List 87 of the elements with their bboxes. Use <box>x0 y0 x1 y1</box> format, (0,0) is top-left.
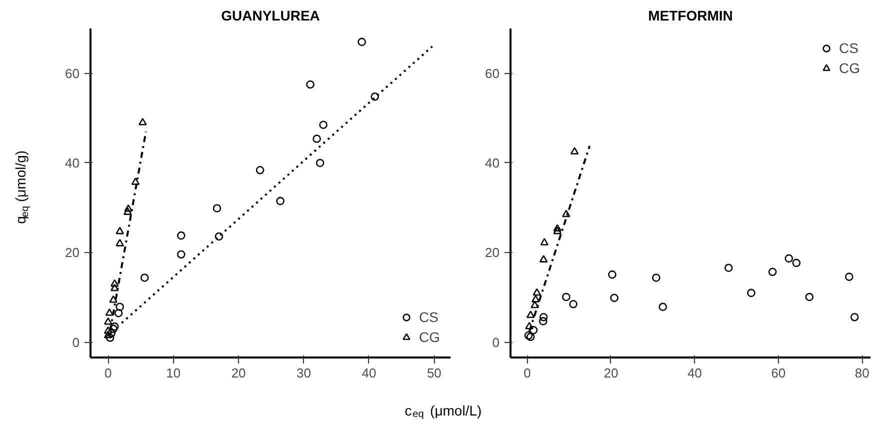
point <box>312 134 321 143</box>
point <box>212 204 222 212</box>
point <box>525 322 534 330</box>
x-tick-label: 50 <box>426 366 442 380</box>
point <box>526 332 535 342</box>
point <box>539 313 548 322</box>
point <box>104 330 112 338</box>
point <box>610 294 618 302</box>
point <box>177 250 186 259</box>
point <box>529 326 538 334</box>
point <box>114 308 123 318</box>
point <box>539 255 548 262</box>
x-tick-label: 10 <box>166 366 181 380</box>
chart-title: METFORMIN <box>648 8 733 24</box>
point <box>276 196 284 206</box>
point <box>562 292 570 302</box>
point <box>532 288 542 296</box>
point <box>109 295 118 303</box>
y-tick-label: 0 <box>492 334 500 350</box>
x-tick-label: 40 <box>362 366 376 380</box>
point <box>116 226 124 234</box>
point <box>110 322 119 331</box>
x-tick-label: 80 <box>854 366 870 380</box>
point <box>110 279 119 287</box>
point <box>140 274 149 282</box>
legend-label: CS <box>419 309 439 325</box>
x-tick-label: 20 <box>231 366 246 380</box>
point <box>177 231 186 240</box>
point <box>792 258 801 268</box>
y-tick-label: 40 <box>485 155 500 170</box>
x-tick-label: 60 <box>771 366 786 380</box>
point <box>652 274 660 282</box>
y-tick-label: 0 <box>72 334 80 350</box>
point <box>358 38 366 46</box>
point <box>553 224 562 232</box>
point <box>124 204 132 212</box>
point <box>109 324 118 333</box>
point <box>116 238 124 246</box>
point <box>608 270 616 279</box>
point <box>805 292 814 302</box>
point <box>106 334 114 342</box>
chart-title: GUANYLUREA <box>221 8 320 24</box>
point <box>569 300 578 308</box>
legend-label: CG <box>839 60 860 76</box>
point <box>110 284 119 292</box>
x-tick-label: 0 <box>104 366 112 380</box>
point <box>850 313 859 322</box>
point <box>138 118 147 126</box>
y-axis-title: qeq (μmol/g) <box>12 150 31 224</box>
point <box>531 294 540 302</box>
y-tick-label: 60 <box>65 66 80 81</box>
point <box>105 308 114 316</box>
point <box>214 232 224 241</box>
point <box>306 80 314 89</box>
point <box>570 147 579 154</box>
point <box>104 317 112 325</box>
point <box>124 208 132 215</box>
point <box>768 268 777 276</box>
point <box>316 158 324 168</box>
point <box>724 264 733 272</box>
point <box>104 326 112 334</box>
x-tick-label: 0 <box>524 366 531 380</box>
y-tick-label: 20 <box>65 245 80 260</box>
point <box>562 210 570 218</box>
x-tick-label: 40 <box>687 366 702 380</box>
point <box>658 302 668 311</box>
y-tick-label: 40 <box>65 155 80 170</box>
point <box>116 302 124 311</box>
point <box>784 254 794 263</box>
point <box>107 329 116 338</box>
point <box>370 92 379 101</box>
x-tick-label: 30 <box>296 366 311 380</box>
point <box>256 166 264 174</box>
point <box>131 178 140 185</box>
point <box>524 331 533 340</box>
point <box>539 317 548 326</box>
legend-label: CS <box>839 40 859 56</box>
x-tick-label: 20 <box>604 366 618 380</box>
legend-label: CG <box>419 329 440 345</box>
point <box>553 226 562 234</box>
point <box>845 272 854 281</box>
y-tick-label: 20 <box>485 245 500 260</box>
y-tick-label: 60 <box>485 66 500 81</box>
point <box>540 238 549 246</box>
point <box>319 120 328 130</box>
point <box>526 310 535 318</box>
point <box>747 288 756 298</box>
